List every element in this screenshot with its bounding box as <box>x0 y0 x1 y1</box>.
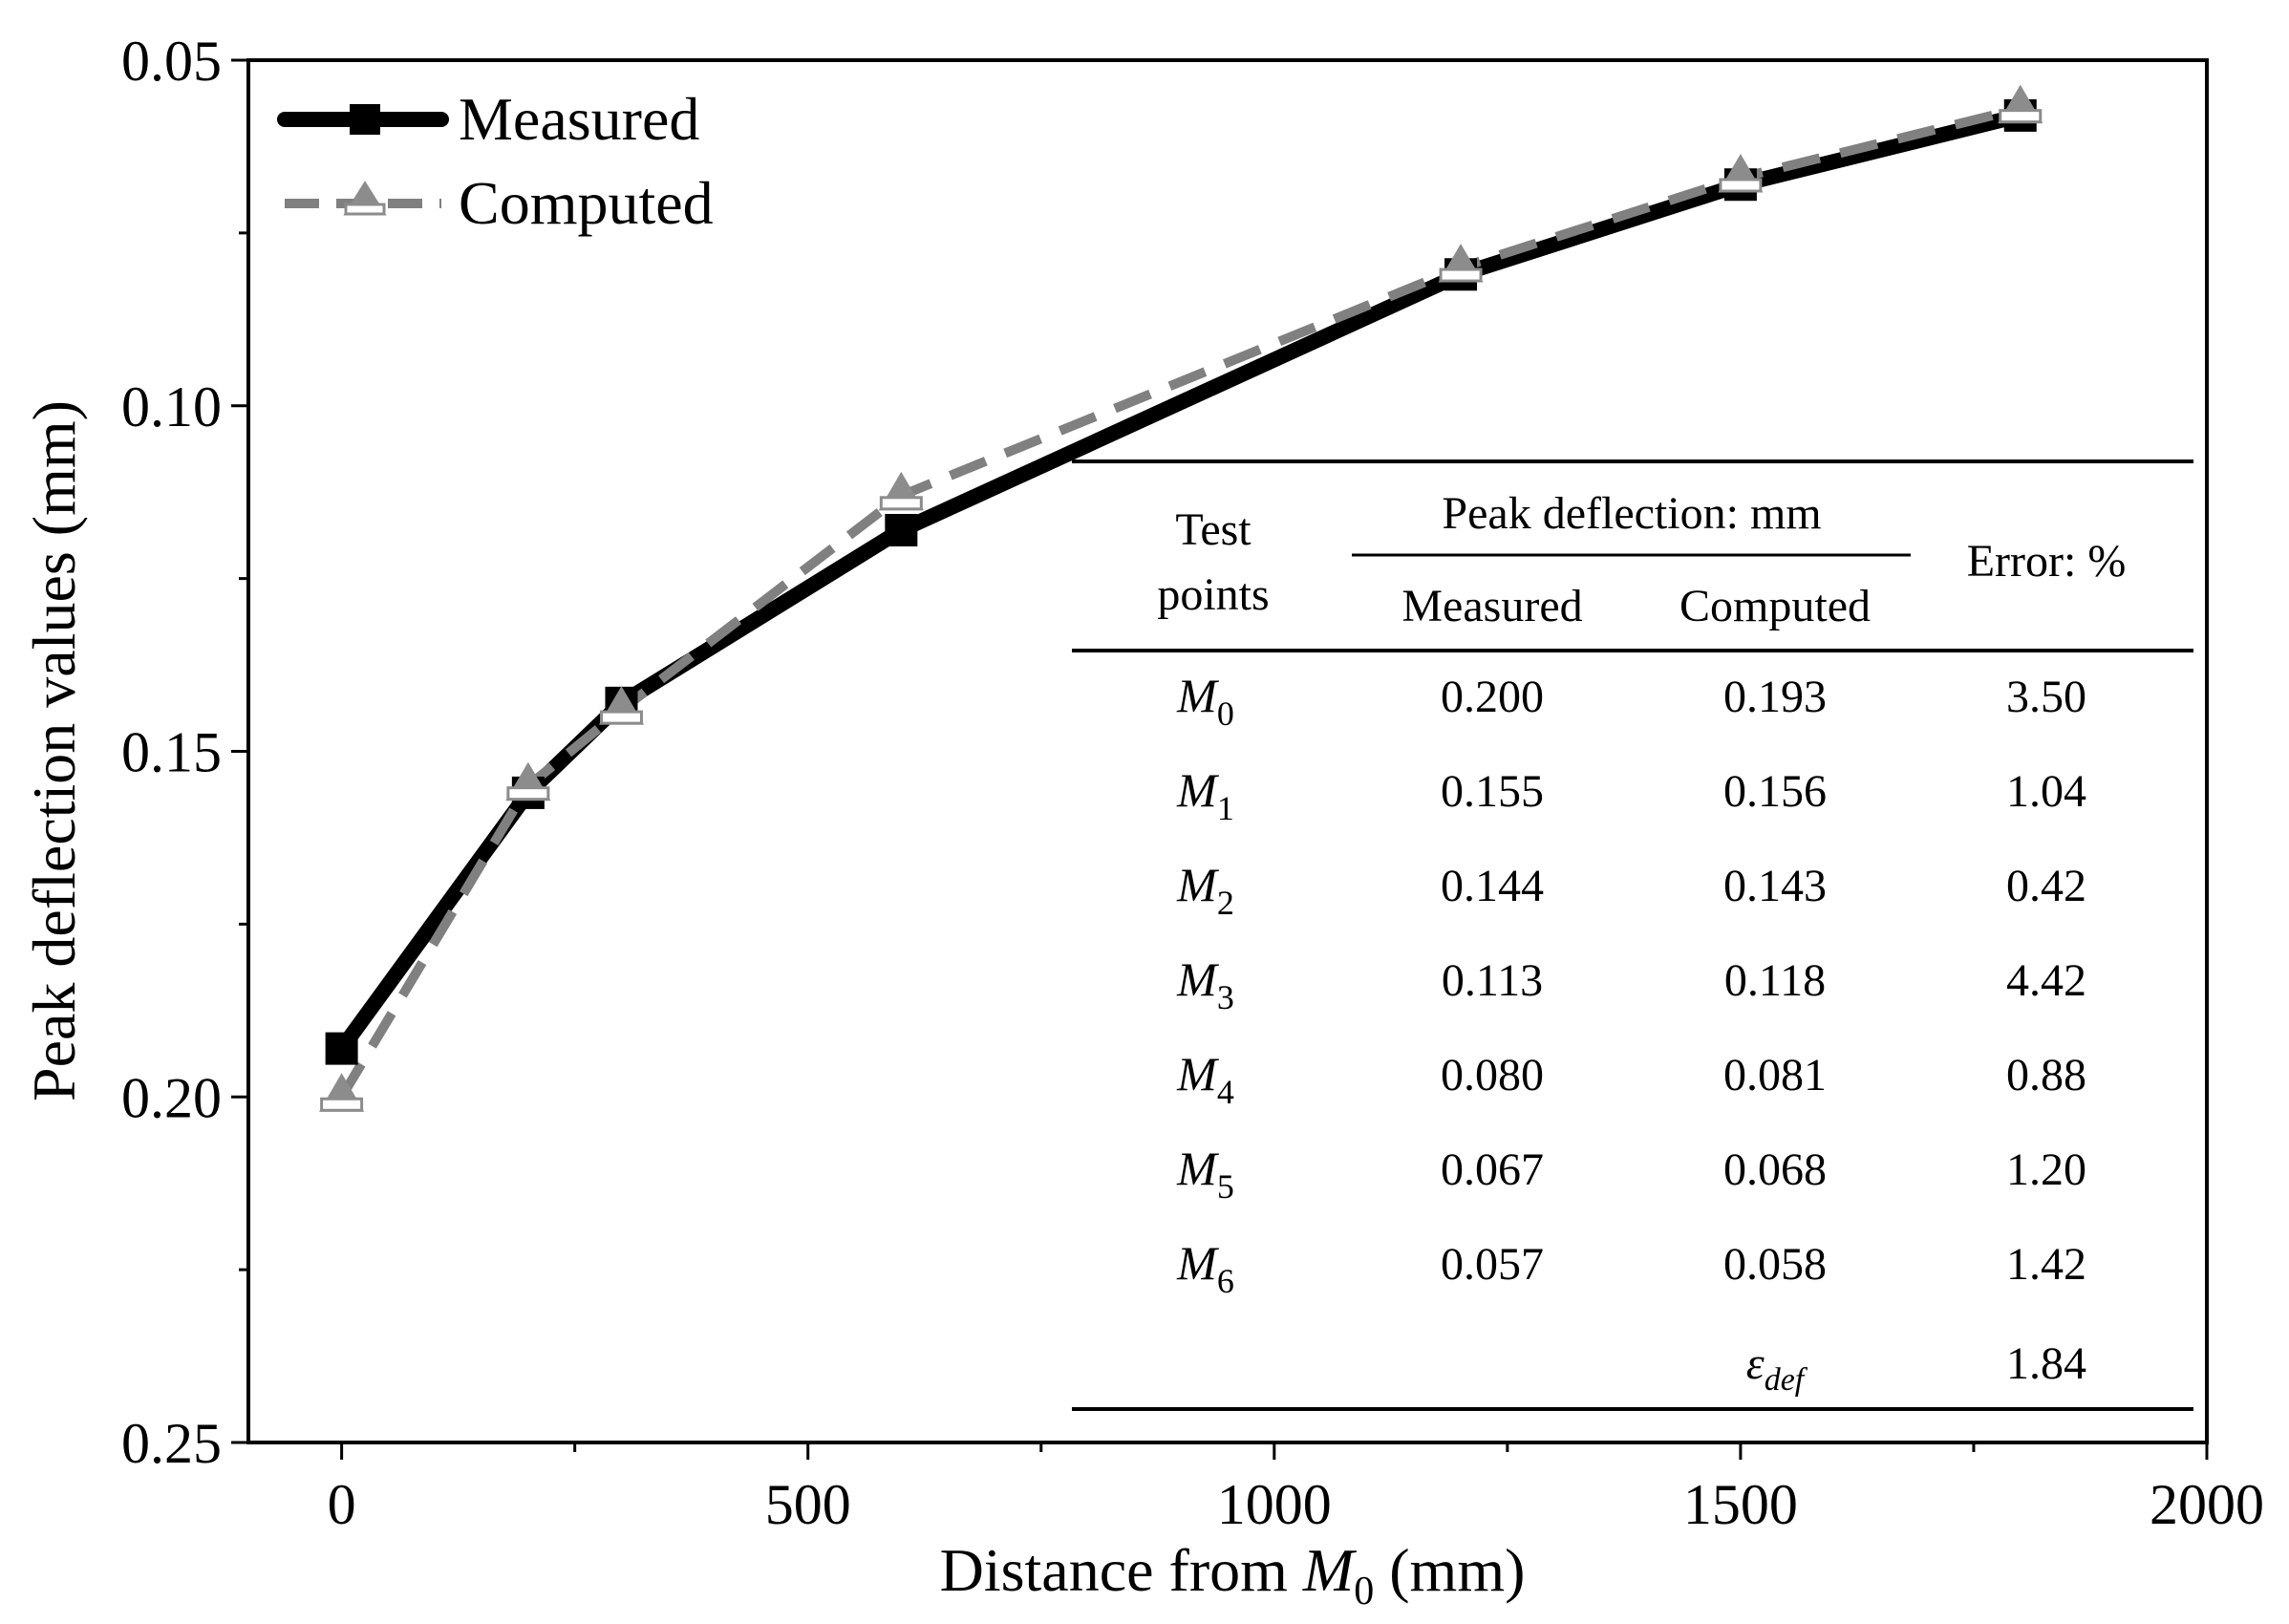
x-tick-label: 0 <box>328 1473 356 1536</box>
marker-computed <box>1998 84 2043 124</box>
computed-cell: 0.068 <box>1723 1144 1827 1195</box>
measured-cell: 0.144 <box>1441 861 1544 911</box>
measured-cell: 0.080 <box>1441 1050 1544 1100</box>
marker-computed <box>1718 154 1764 193</box>
y-axis-title: Peak deflection values (mm) <box>20 400 88 1101</box>
table-row: M0 0.200 0.193 3.50 <box>1176 669 2086 733</box>
marker-computed <box>505 761 551 801</box>
series-layer <box>319 84 2043 1112</box>
plot-frame <box>246 58 2209 1444</box>
legend-label-measured: Measured <box>459 85 699 153</box>
marker-computed-base <box>879 496 923 511</box>
measured-cell: 0.067 <box>1441 1144 1544 1195</box>
table-header-computed: Computed <box>1679 581 1871 631</box>
test-point-label: M0 <box>1176 669 1234 733</box>
y-tick-label: 0.25 <box>121 1412 222 1475</box>
test-point-label: M3 <box>1176 952 1234 1016</box>
marker-measured <box>885 513 918 546</box>
legend-marker-measured <box>350 104 380 135</box>
error-cell: 0.88 <box>2006 1050 2086 1100</box>
table-row: M5 0.067 0.068 1.20 <box>1176 1142 2086 1206</box>
table-row: M2 0.144 0.143 0.42 <box>1176 858 2086 922</box>
measured-cell: 0.155 <box>1441 766 1544 817</box>
marker-computed-base <box>1999 109 2043 124</box>
marker-computed <box>598 686 645 725</box>
marker-measured <box>325 1032 358 1065</box>
table-header-measured: Measured <box>1401 581 1582 631</box>
marker-computed-base <box>1719 178 1763 193</box>
marker-computed <box>878 471 924 511</box>
marker-computed <box>319 1073 365 1112</box>
test-point-label: M4 <box>1176 1047 1234 1111</box>
marker-computed <box>1438 244 1484 283</box>
measured-cell: 0.113 <box>1442 955 1543 1006</box>
marker-computed-base <box>320 1097 364 1112</box>
marker-computed-base <box>599 710 643 725</box>
computed-cell: 0.156 <box>1723 766 1827 817</box>
table-header-test: Test <box>1175 504 1251 555</box>
x-axis-ticks: 0 500 1000 1500 2000 <box>328 1442 2264 1536</box>
y-tick-label: 0.20 <box>121 1066 222 1129</box>
computed-cell: 0.193 <box>1723 672 1827 722</box>
x-tick-label: 500 <box>765 1473 851 1536</box>
table-header-group: Peak deflection: mm <box>1442 488 1821 539</box>
x-axis-title: Distance from M0 (mm) <box>940 1536 1526 1613</box>
test-point-label: M2 <box>1176 858 1234 922</box>
computed-cell: 0.118 <box>1724 955 1826 1006</box>
measured-cell: 0.057 <box>1441 1239 1544 1290</box>
test-point-label: M6 <box>1176 1236 1234 1300</box>
error-cell: 1.20 <box>2006 1144 2086 1195</box>
error-cell: 1.42 <box>2006 1239 2086 1290</box>
x-tick-label: 1000 <box>1217 1473 1332 1536</box>
computed-cell: 0.058 <box>1723 1239 1827 1290</box>
y-tick-label: 0.10 <box>121 375 222 438</box>
inset-table: Test points Peak deflection: mm Measured… <box>1072 459 2193 1411</box>
y-axis-ticks: 0.05 0.10 0.15 0.20 0.25 <box>121 30 248 1475</box>
computed-cell: 0.143 <box>1723 861 1827 911</box>
test-point-label: M5 <box>1176 1142 1234 1206</box>
error-cell: 1.04 <box>2006 766 2086 817</box>
error-cell: 4.42 <box>2006 955 2086 1006</box>
measured-cell: 0.200 <box>1441 672 1544 722</box>
marker-computed-base <box>1439 267 1483 283</box>
table-header-points: points <box>1157 569 1269 620</box>
table-row: M1 0.155 0.156 1.04 <box>1176 763 2086 827</box>
x-tick-label: 1500 <box>1683 1473 1798 1536</box>
y-tick-label: 0.05 <box>121 30 222 93</box>
table-row: M6 0.057 0.058 1.42 <box>1176 1236 2086 1300</box>
table-row: M4 0.080 0.081 0.88 <box>1176 1047 2086 1111</box>
legend-label-computed: Computed <box>459 169 714 237</box>
computed-cell: 0.081 <box>1723 1050 1827 1100</box>
test-point-label: M1 <box>1176 763 1234 827</box>
legend: Measured Computed <box>277 85 714 237</box>
x-tick-label: 2000 <box>2150 1473 2264 1536</box>
table-summary-label: εdef <box>1746 1338 1808 1398</box>
y-tick-label: 0.15 <box>121 721 222 784</box>
table-row: M3 0.113 0.118 4.42 <box>1176 952 2086 1016</box>
error-cell: 3.50 <box>2006 672 2086 722</box>
marker-computed-base <box>506 786 550 801</box>
legend-marker-computed-base <box>344 203 386 216</box>
table-summary-value: 1.84 <box>2006 1338 2086 1389</box>
table-body: M0 0.200 0.193 3.50 M1 0.155 0.156 1.04 M2 0.144 0… <box>1176 669 2086 1300</box>
error-cell: 0.42 <box>2006 861 2086 911</box>
table-header-error: Error: % <box>1967 536 2127 587</box>
